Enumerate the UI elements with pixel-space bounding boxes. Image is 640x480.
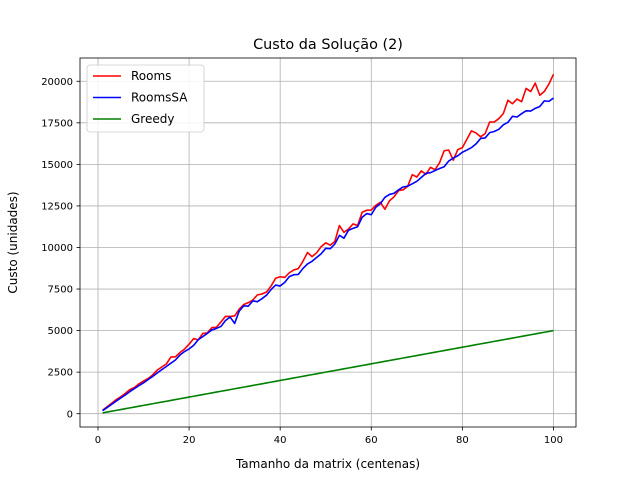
x-tick-label: 20 (183, 435, 196, 446)
y-tick-label: 20000 (41, 77, 73, 88)
axis-ticks: 0 20 40 60 80 100 0 2500 5000 7500 10000 12500 15000… (41, 77, 563, 446)
y-tick-label: 17500 (41, 118, 73, 129)
x-tick-label: 100 (544, 435, 563, 446)
y-tick-label: 5000 (48, 326, 73, 337)
series-lines (102, 73, 555, 414)
legend-box (86, 64, 205, 133)
plot-frame (79, 57, 577, 428)
legend-label: Rooms (131, 69, 171, 83)
y-axis-label: Custo (unidades) (6, 191, 20, 293)
y-tick-label: 0 (67, 409, 73, 420)
legend: Rooms RoomsSA Greedy (86, 64, 205, 133)
y-tick-label: 7500 (48, 285, 73, 296)
x-tick-label: 0 (95, 435, 101, 446)
legend-label: Greedy (131, 112, 174, 126)
x-axis-label: Tamanho da matrix (centenas) (235, 457, 420, 471)
y-tick-label: 10000 (41, 243, 73, 254)
y-tick-label: 15000 (41, 160, 73, 171)
series-line-greedy (102, 329, 554, 414)
y-tick-label: 2500 (48, 368, 73, 379)
y-tick-label: 12500 (41, 202, 73, 213)
x-tick-label: 60 (365, 435, 378, 446)
series-line-rooms (102, 73, 555, 411)
chart-title: Custo da Solução (2) (253, 37, 403, 53)
series-line-roomssa (102, 97, 554, 412)
legend-label: RoomsSA (131, 91, 188, 105)
x-tick-label: 40 (274, 435, 287, 446)
x-tick-label: 80 (456, 435, 469, 446)
